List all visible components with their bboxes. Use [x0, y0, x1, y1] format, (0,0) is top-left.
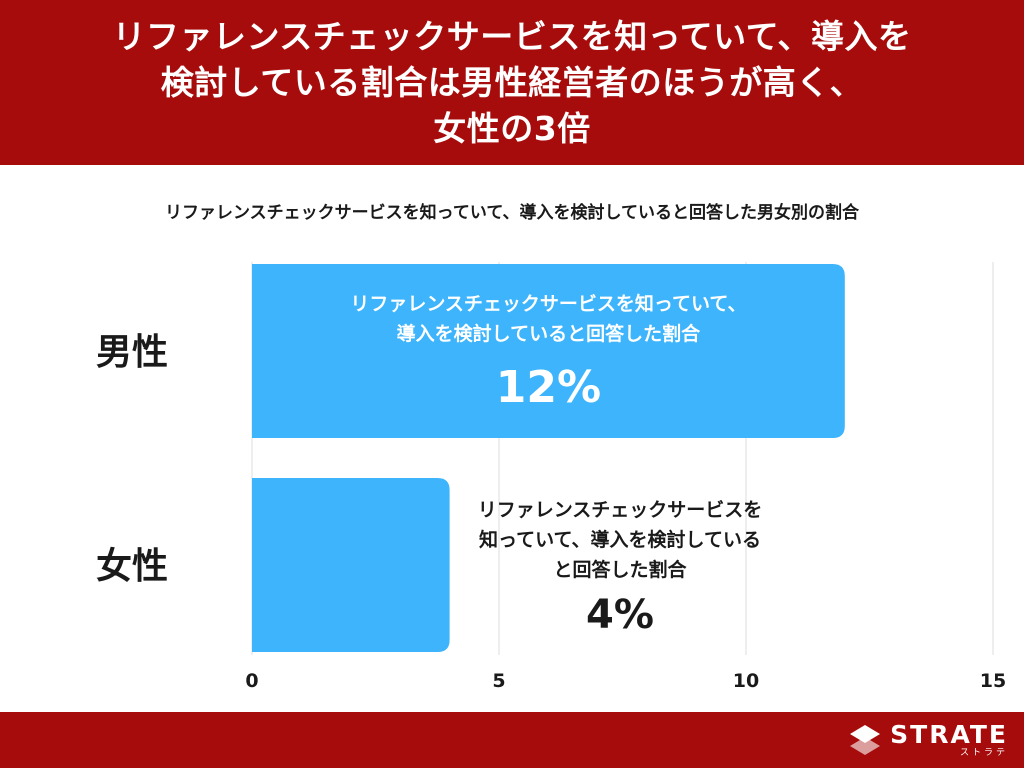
x-tick-label: 0 [245, 670, 258, 692]
annotation-text: リファレンスチェックサービスを知っていて、 [350, 292, 746, 315]
headline-line-3: 女性の3倍 [433, 108, 591, 148]
logo-sub: ストラテ [959, 747, 1008, 758]
bar [252, 264, 845, 438]
x-tick-label: 5 [492, 670, 505, 692]
x-tick-label: 10 [733, 670, 759, 692]
category-label: 女性 [96, 546, 168, 587]
x-tick-label: 15 [980, 670, 1006, 692]
data-label: 4% [586, 592, 654, 638]
strate-logo-icon [850, 725, 881, 755]
chart-title: リファレンスチェックサービスを知っていて、導入を検討していると回答した男女別の割… [165, 203, 859, 223]
strate-logo: STRATE ストラテ [848, 720, 1008, 760]
annotation-text: 知っていて、導入を検討している [479, 528, 761, 551]
category-label: 男性 [96, 332, 168, 373]
annotation-text: と回答した割合 [553, 558, 687, 581]
logo-name: STRATE [890, 719, 1008, 749]
footer-bar: STRATE ストラテ [0, 712, 1024, 768]
annotation-text: 導入を検討していると回答した割合 [397, 322, 701, 345]
bar [252, 478, 450, 652]
headline-line-2: 検討している割合は男性経営者のほうが高く、 [160, 62, 864, 102]
header-banner: リファレンスチェックサービスを知っていて、導入を 検討している割合は男性経営者の… [0, 0, 1024, 165]
headline-line-1: リファレンスチェックサービスを知っていて、導入を [112, 16, 912, 56]
annotation-text: リファレンスチェックサービスを [478, 499, 763, 521]
data-label: 12% [496, 362, 601, 413]
bar-chart: 0 5 10 15男性リファレンスチェックサービスを知っていて、導入を検討していると回… [96, 262, 1006, 692]
